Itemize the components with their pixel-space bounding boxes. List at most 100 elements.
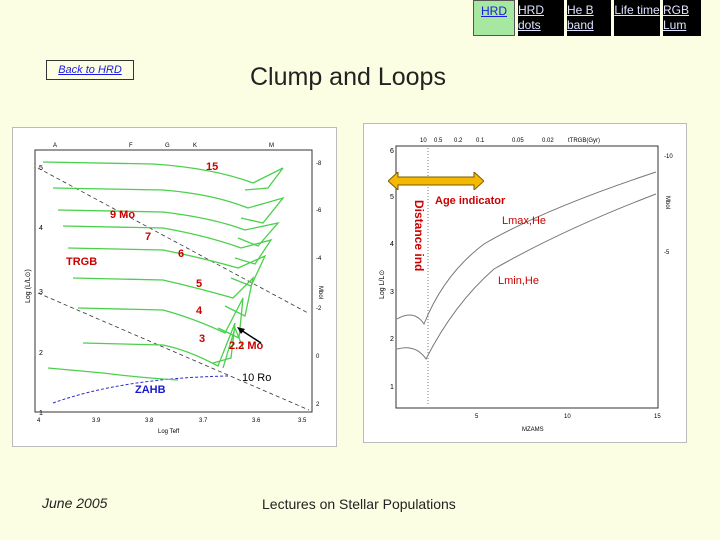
- zahb-line: [52, 375, 229, 404]
- lmin-label: Lmin,He: [498, 275, 539, 287]
- x-tick-label: 3.7: [199, 418, 208, 424]
- track-low: [222, 326, 244, 369]
- nav-hrd-label: HRD: [481, 4, 507, 18]
- mbol-tick-label: -10: [664, 154, 673, 160]
- radius-line: [37, 167, 309, 314]
- hr-frame: [34, 149, 313, 413]
- luminosity-plot: 10 0.5 0.2 0.1 0.05 0.02 tTRGB(Gyr) 6 5 …: [379, 138, 673, 433]
- nav-life-time-link[interactable]: Life time: [614, 0, 660, 36]
- x-tick-label: 3.6: [252, 418, 261, 424]
- nav-rgb-lum-label: RGB Lum: [663, 3, 690, 32]
- ten-ro-label: 10 Ro: [242, 372, 272, 384]
- track-2: [82, 322, 236, 367]
- hr-diagram-panel: A F G K M 5 4 3 2 1 Log (L/L⊙) 4 3.9 3.8…: [12, 127, 337, 447]
- y-axis-label: Log L/L⊙: [379, 270, 386, 299]
- spectral-label: K: [193, 143, 197, 149]
- age-tick-label: 10: [420, 138, 427, 144]
- nav-hrd-link[interactable]: HRD: [473, 0, 515, 36]
- y-tick-label: 4: [390, 241, 394, 248]
- x-tick-label: 15: [654, 414, 661, 420]
- mbol-tick-label: 2: [316, 402, 320, 408]
- track-4: [72, 275, 255, 317]
- spectral-label: F: [129, 143, 133, 149]
- y-tick-label: 1: [390, 384, 394, 391]
- track-6: [62, 225, 273, 265]
- nav-heb-band-label: He B band: [567, 3, 594, 32]
- age-tick-label: 0.05: [512, 138, 524, 144]
- page-title: Clump and Loops: [250, 63, 446, 91]
- footer-course: Lectures on Stellar Populations: [262, 496, 456, 512]
- y-tick-label: 3: [390, 289, 394, 296]
- x-tick-label: 5: [475, 414, 479, 420]
- footer-date: June 2005: [42, 495, 108, 511]
- track-5: [67, 247, 267, 287]
- mass-3-label: 3: [199, 333, 206, 345]
- nav-bar: HRD HRD dots He B band Life time RGB Lum: [473, 0, 701, 36]
- mbol-tick-label: 0: [316, 354, 320, 360]
- x-axis-label: MZAMS: [522, 427, 544, 433]
- mbol-axis-label: Mbol: [317, 286, 323, 299]
- age-tick-label: 0.1: [476, 138, 485, 144]
- age-tick-label: 0.2: [454, 138, 463, 144]
- track-horizontal: [47, 367, 179, 381]
- mbol-tick-label: -5: [664, 250, 670, 256]
- y-tick-label: 4: [39, 225, 43, 232]
- luminosity-plot-panel: 10 0.5 0.2 0.1 0.05 0.02 tTRGB(Gyr) 6 5 …: [363, 123, 687, 443]
- spectral-label: G: [165, 143, 170, 149]
- y-tick-label: 6: [390, 148, 394, 155]
- mass-9-label: 9 Mo: [110, 209, 136, 221]
- evolutionary-tracks: [42, 161, 285, 381]
- x-tick-label: 3.9: [92, 418, 101, 424]
- mass-6-label: 6: [178, 248, 185, 260]
- y-tick-label: 2: [390, 336, 394, 343]
- x-axis-label: Log Teff: [158, 429, 179, 435]
- spectral-label: M: [269, 143, 274, 149]
- y-axis-label: Log (L/L⊙): [25, 269, 32, 303]
- lmax-curve: [396, 171, 657, 326]
- x-tick-label: 4: [37, 418, 41, 424]
- age-tick-label: 0.5: [434, 138, 443, 144]
- mass-pointer: [240, 329, 262, 344]
- mbol-tick-label: -6: [316, 208, 322, 214]
- y-tick-label: 5: [39, 165, 43, 172]
- back-to-hrd-link[interactable]: Back to HRD: [46, 60, 134, 80]
- nav-hrd-dots-label: HRD dots: [518, 3, 544, 32]
- zahb-label: ZAHB: [135, 384, 166, 396]
- mbol-axis-label: Mbol: [664, 196, 670, 209]
- age-tick-label: 0.02: [542, 138, 554, 144]
- y-tick-label: 2: [39, 350, 43, 357]
- mass-15-label: 15: [206, 161, 219, 173]
- mass-7-label: 7: [145, 231, 152, 243]
- track-3: [77, 297, 244, 339]
- y-tick-label: 1: [39, 410, 43, 417]
- lmax-label: Lmax,He: [502, 215, 547, 227]
- mbol-tick-label: -8: [316, 161, 322, 167]
- mass-4-label: 4: [196, 305, 203, 317]
- age-indicator-arrow: [388, 172, 484, 190]
- plot-frame: [395, 145, 659, 409]
- lmin-curve: [396, 193, 657, 360]
- spectral-label: A: [53, 143, 57, 149]
- y-tick-label: 5: [390, 194, 394, 201]
- trgb-label: TRGB: [66, 256, 98, 268]
- hr-diagram: A F G K M 5 4 3 2 1 Log (L/L⊙) 4 3.9 3.8…: [25, 143, 323, 435]
- age-indicator-label: Age indicator: [435, 195, 506, 207]
- nav-hrd-dots-link[interactable]: HRD dots: [518, 0, 564, 36]
- nav-heb-band-link[interactable]: He B band: [567, 0, 611, 36]
- x-tick-label: 3.8: [145, 418, 154, 424]
- distance-label: Distance ind: [412, 200, 426, 272]
- x-tick-label: 10: [564, 414, 571, 420]
- nav-rgb-lum-link[interactable]: RGB Lum: [663, 0, 701, 36]
- radius-line: [37, 292, 310, 411]
- nav-life-time-label: Life time: [614, 3, 660, 17]
- track-7: [57, 209, 280, 247]
- x-tick-label: 3.5: [298, 418, 307, 424]
- age-axis-label: tTRGB(Gyr): [568, 138, 600, 144]
- y-tick-label: 3: [39, 289, 43, 296]
- mbol-tick-label: -2: [316, 306, 322, 312]
- mass-5-label: 5: [196, 278, 203, 290]
- distance-indicator: Distance ind: [410, 200, 426, 280]
- track-9: [52, 187, 285, 224]
- mbol-tick-label: -4: [316, 256, 322, 262]
- mass-22-label: 2.2 Mo: [229, 340, 264, 352]
